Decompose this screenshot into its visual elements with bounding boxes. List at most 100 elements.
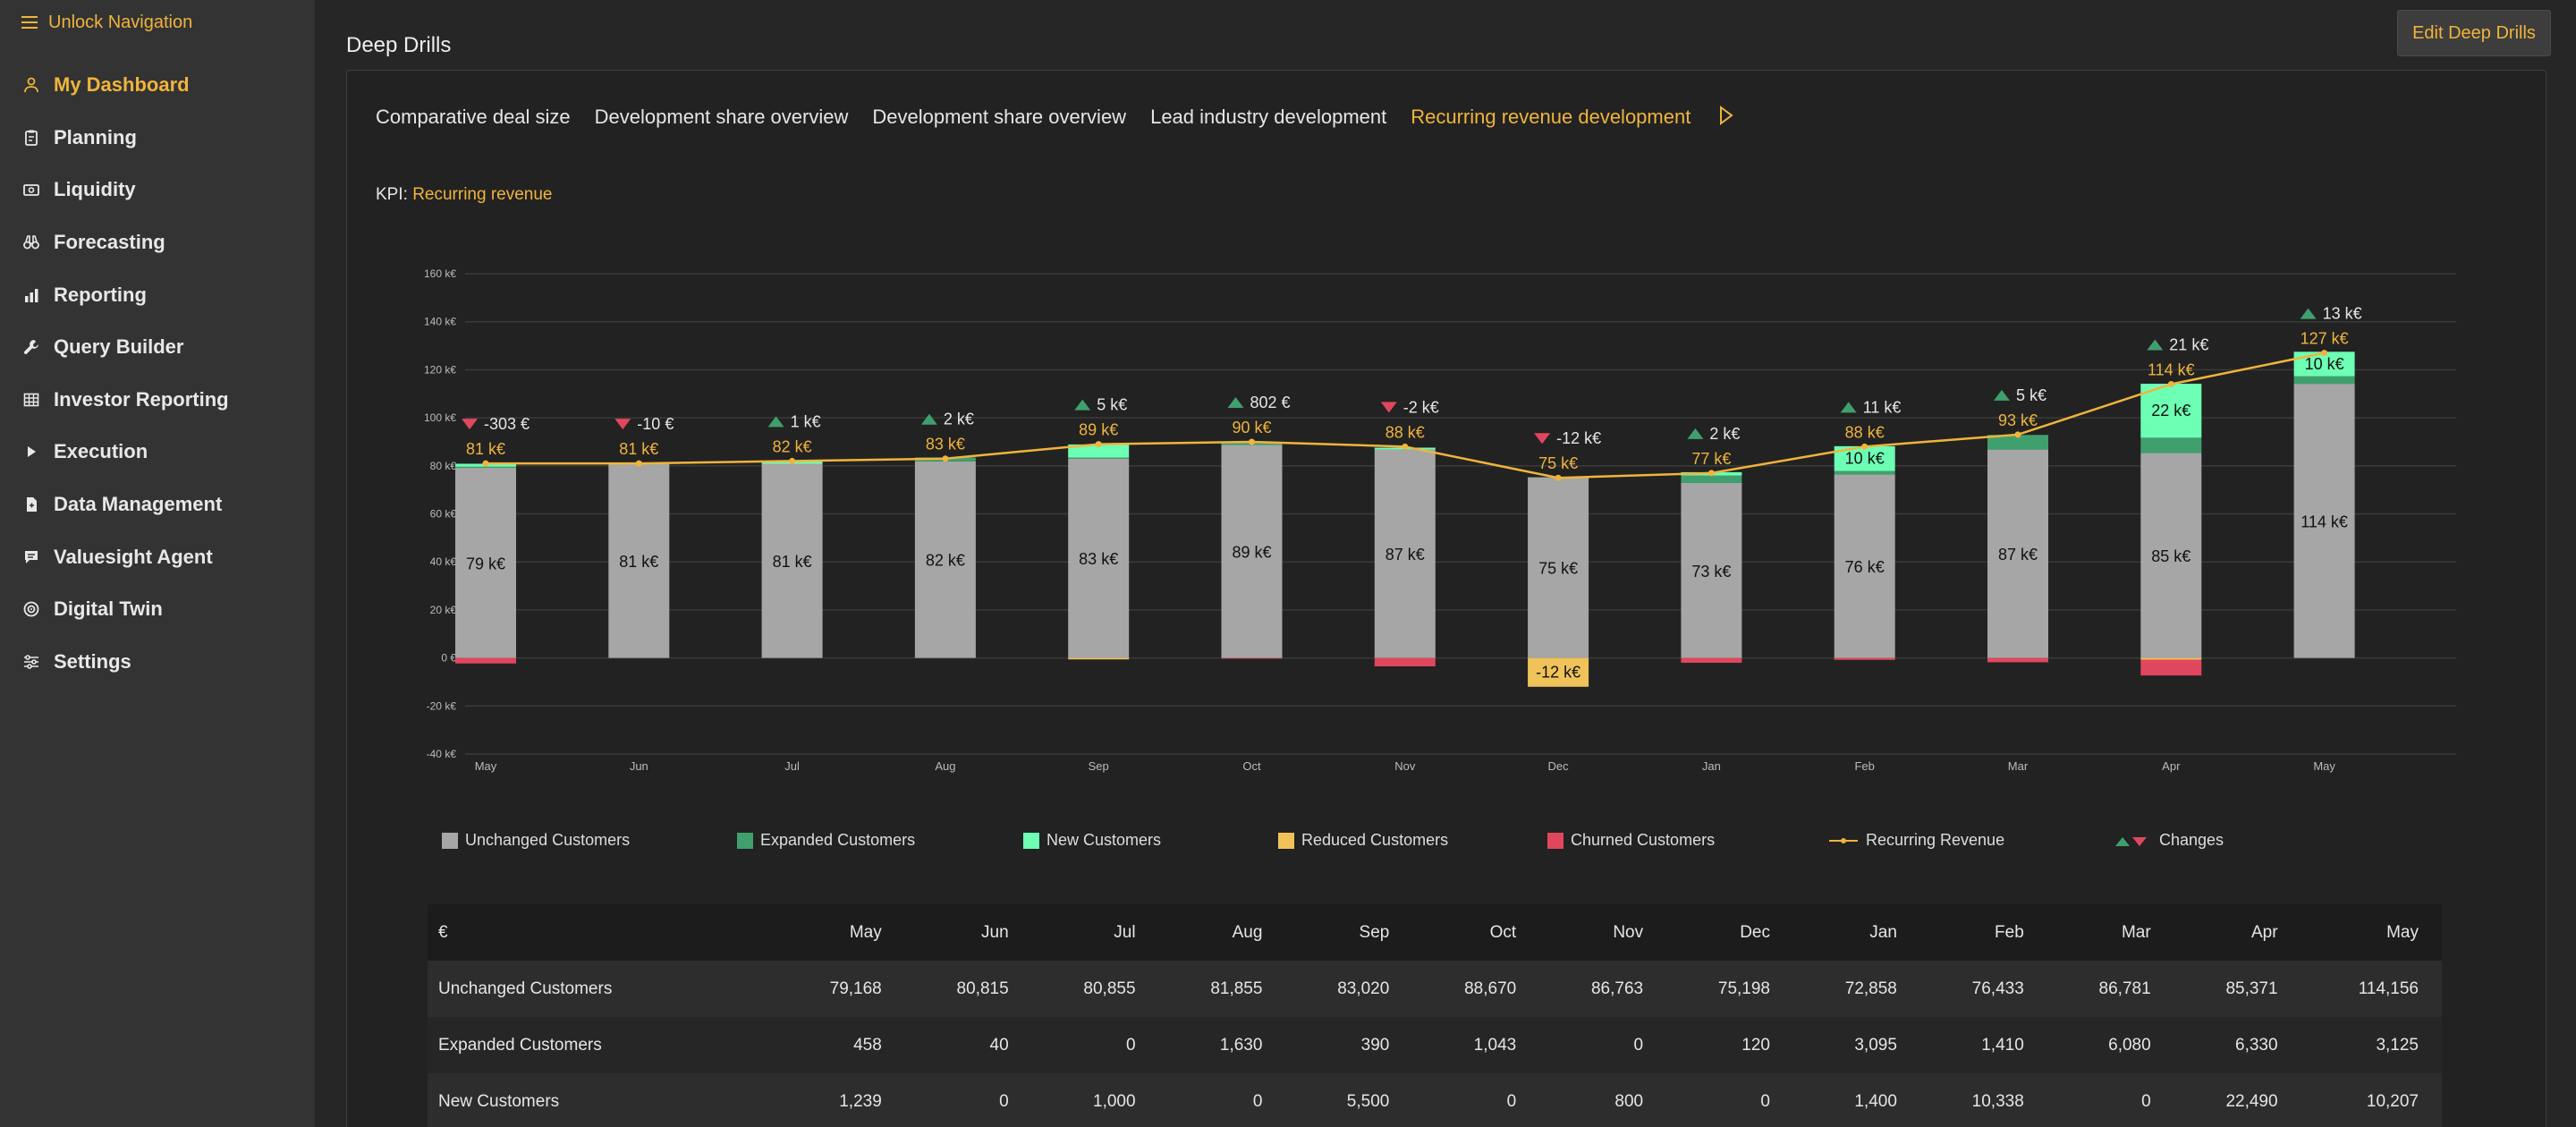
sidebar-item-investor-reporting[interactable]: Investor Reporting xyxy=(0,374,315,427)
bar-value-label: 73 k€ xyxy=(1691,563,1731,580)
kpi-value[interactable]: Recurring revenue xyxy=(412,185,553,204)
table-column-header[interactable]: Aug xyxy=(1158,904,1286,961)
recurring-revenue-point xyxy=(1095,441,1102,448)
recurring-revenue-point xyxy=(1402,443,1409,450)
sidebar-item-liquidity[interactable]: Liquidity xyxy=(0,164,315,216)
table-cell: 76,433 xyxy=(1919,961,2047,1017)
play-icon xyxy=(21,442,41,462)
legend-label: Reduced Customers xyxy=(1301,831,1449,849)
change-label: -10 € xyxy=(637,415,674,433)
table-column-header[interactable]: May xyxy=(777,904,905,961)
tab-lead-industry-development[interactable]: Lead industry development xyxy=(1150,106,1387,128)
y-tick-label: 80 k€ xyxy=(430,460,457,472)
y-tick-label: -40 k€ xyxy=(427,748,457,760)
table-corner-label: € xyxy=(428,904,778,961)
bar-value-label: 75 k€ xyxy=(1538,560,1578,578)
sidebar-item-query-builder[interactable]: Query Builder xyxy=(0,321,315,374)
tab-development-share-overview[interactable]: Development share overview xyxy=(594,106,849,128)
sidebar-item-my-dashboard[interactable]: My Dashboard xyxy=(0,59,315,112)
unlock-navigation-button[interactable]: Unlock Navigation xyxy=(21,9,192,36)
table-cell: 390 xyxy=(1285,1017,1413,1073)
sidebar-item-data-management[interactable]: Data Management xyxy=(0,479,315,531)
x-tick-label: Nov xyxy=(1394,759,1416,773)
edit-deep-drills-button[interactable]: Edit Deep Drills xyxy=(2397,10,2551,56)
bar-expanded-customers xyxy=(1834,470,1895,475)
tab-recurring-revenue-development[interactable]: Recurring revenue development xyxy=(1411,106,1691,128)
table-column-header[interactable]: Jul xyxy=(1031,904,1159,961)
recurring-revenue-point xyxy=(635,460,642,467)
bar-reduced-customers xyxy=(1068,657,1130,660)
file-icon xyxy=(21,495,41,514)
bar-new-customers xyxy=(2140,383,2202,438)
bar-unchanged-customers xyxy=(1681,482,1742,658)
bar-chart-icon xyxy=(21,285,41,305)
table-column-header[interactable]: Feb xyxy=(1919,904,2047,961)
sidebar-item-digital-twin[interactable]: Digital Twin xyxy=(0,583,315,636)
table-column-header[interactable]: Jun xyxy=(904,904,1032,961)
recurring-revenue-label: 81 k€ xyxy=(466,440,505,458)
table-column-header[interactable]: Oct xyxy=(1412,904,1540,961)
change-label: 21 k€ xyxy=(2169,336,2208,354)
change-up-icon xyxy=(767,416,784,428)
legend-item-changes[interactable]: Changes xyxy=(2114,831,2224,850)
bar-unchanged-customers xyxy=(914,461,976,658)
legend-item-churned-customers[interactable]: Churned Customers xyxy=(1547,831,1715,850)
table-column-header[interactable]: May xyxy=(2301,904,2442,961)
bar-churned-customers xyxy=(2140,659,2202,676)
table-cell: 5,500 xyxy=(1285,1073,1413,1127)
sidebar-item-label: My Dashboard xyxy=(54,73,190,97)
recurring-revenue-point xyxy=(789,457,796,464)
recurring-revenue-label: 114 k€ xyxy=(2148,361,2195,379)
table-row-label: Expanded Customers xyxy=(428,1017,778,1073)
table-column-header[interactable]: Nov xyxy=(1539,904,1667,961)
table-column-header[interactable]: Jan xyxy=(1793,904,1920,961)
tab-scroll-right-icon[interactable] xyxy=(1715,105,1734,130)
x-tick-label: Dec xyxy=(1548,759,1570,773)
legend-item-unchanged-customers[interactable]: Unchanged Customers xyxy=(442,831,630,850)
recurring-revenue-point xyxy=(482,460,489,467)
bar-value-label: 76 k€ xyxy=(1845,558,1885,576)
table-cell: 3,095 xyxy=(1793,1017,1920,1073)
x-tick-label: Mar xyxy=(2008,759,2029,773)
table-column-header[interactable]: Apr xyxy=(2174,904,2301,961)
sidebar-item-execution[interactable]: Execution xyxy=(0,426,315,479)
table-cell: 0 xyxy=(1412,1073,1540,1127)
sidebar-item-label: Query Builder xyxy=(54,335,184,359)
bar-unchanged-customers xyxy=(1987,449,2048,658)
change-up-icon xyxy=(1994,389,2010,401)
sidebar-item-planning[interactable]: Planning xyxy=(0,112,315,165)
change-label: 2 k€ xyxy=(1709,425,1740,443)
y-tick-label: 40 k€ xyxy=(430,555,457,568)
table-cell: 79,168 xyxy=(777,961,905,1017)
bar-unchanged-customers xyxy=(1374,449,1436,658)
table-cell: 6,330 xyxy=(2174,1017,2301,1073)
table-column-header[interactable]: Dec xyxy=(1666,904,1793,961)
table-column-header[interactable]: Sep xyxy=(1285,904,1413,961)
sidebar-item-valuesight-agent[interactable]: Valuesight Agent xyxy=(0,530,315,583)
legend-swatch xyxy=(442,832,458,849)
legend-item-new-customers[interactable]: New Customers xyxy=(1023,831,1161,850)
table-row-label: New Customers xyxy=(428,1073,778,1127)
bar-value-label: 10 k€ xyxy=(2305,355,2344,373)
recurring-revenue-point xyxy=(1249,438,1255,445)
legend-item-recurring-revenue[interactable]: Recurring Revenue xyxy=(1828,831,2004,850)
table-cell: 0 xyxy=(1539,1017,1667,1073)
sidebar-item-forecasting[interactable]: Forecasting xyxy=(0,216,315,269)
legend-item-reduced-customers[interactable]: Reduced Customers xyxy=(1278,831,1448,850)
table-column-header[interactable]: Mar xyxy=(2046,904,2174,961)
unlock-navigation-label: Unlock Navigation xyxy=(48,12,193,32)
data-table-wrap: € May Jun Jul Aug Sep Oct Nov Dec Jan Feb Mar Apr May… xyxy=(428,904,2442,1127)
y-tick-label: 0 € xyxy=(441,652,456,665)
change-up-icon xyxy=(2300,308,2317,319)
sidebar-item-reporting[interactable]: Reporting xyxy=(0,268,315,321)
tab-comparative-deal-size[interactable]: Comparative deal size xyxy=(376,106,571,128)
table-cell: 1,000 xyxy=(1031,1073,1159,1127)
tab-development-share-overview[interactable]: Development share overview xyxy=(872,106,1127,128)
sidebar-item-settings[interactable]: Settings xyxy=(0,636,315,689)
kpi-label: KPI: Recurring revenue xyxy=(376,185,553,205)
bar-value-label: 79 k€ xyxy=(466,555,505,572)
bar-unchanged-customers xyxy=(2293,384,2355,658)
legend-item-expanded-customers[interactable]: Expanded Customers xyxy=(737,831,915,850)
x-tick-label: Jan xyxy=(1702,759,1721,773)
recurring-revenue-label: 90 k€ xyxy=(1232,419,1271,436)
